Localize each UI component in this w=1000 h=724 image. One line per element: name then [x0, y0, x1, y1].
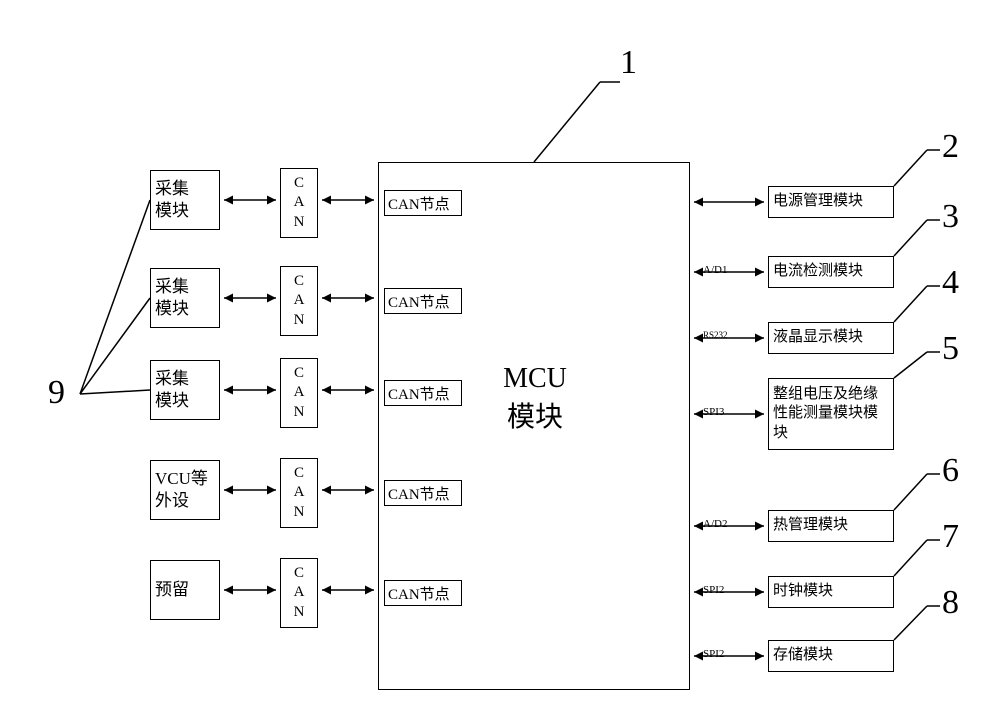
can-bus-0: CAN — [280, 168, 318, 238]
proto-3: SPI3 — [703, 406, 724, 418]
left-module-2: 采集模块 — [150, 360, 220, 420]
proto-2: RS232 — [703, 330, 728, 340]
right-module-6: 存储模块 — [768, 640, 894, 672]
right-module-4: 热管理模块 — [768, 510, 894, 542]
proto-4: A/D2 — [703, 518, 727, 530]
right-module-5: 时钟模块 — [768, 576, 894, 608]
left-module-1: 采集模块 — [150, 268, 220, 328]
label-8: 8 — [942, 584, 959, 622]
can-bus-3: CAN — [280, 458, 318, 528]
proto-1: A/D1 — [703, 264, 727, 276]
label-9: 9 — [48, 374, 65, 412]
can-node-4: CAN节点 — [384, 580, 462, 606]
label-1: 1 — [620, 44, 637, 82]
can-bus-4: CAN — [280, 558, 318, 628]
label-4: 4 — [942, 264, 959, 302]
can-node-1: CAN节点 — [384, 288, 462, 314]
proto-5: SPI2 — [703, 584, 724, 596]
right-module-2: 液晶显示模块 — [768, 322, 894, 354]
left-module-4: 预留 — [150, 560, 220, 620]
left-module-0: 采集模块 — [150, 170, 220, 230]
can-bus-1: CAN — [280, 266, 318, 336]
proto-6: SPI2 — [703, 648, 724, 660]
right-module-3: 整组电压及绝缘性能测量模块模块 — [768, 378, 894, 450]
can-node-3: CAN节点 — [384, 480, 462, 506]
label-5: 5 — [942, 330, 959, 368]
label-3: 3 — [942, 198, 959, 236]
label-7: 7 — [942, 518, 959, 556]
label-2: 2 — [942, 128, 959, 166]
right-module-0: 电源管理模块 — [768, 186, 894, 218]
can-bus-2: CAN — [280, 358, 318, 428]
can-node-0: CAN节点 — [384, 190, 462, 216]
left-module-3: VCU等外设 — [150, 460, 220, 520]
label-6: 6 — [942, 452, 959, 490]
can-node-2: CAN节点 — [384, 380, 462, 406]
mcu-module-box: MCU 模块 — [378, 162, 690, 690]
right-module-1: 电流检测模块 — [768, 256, 894, 288]
